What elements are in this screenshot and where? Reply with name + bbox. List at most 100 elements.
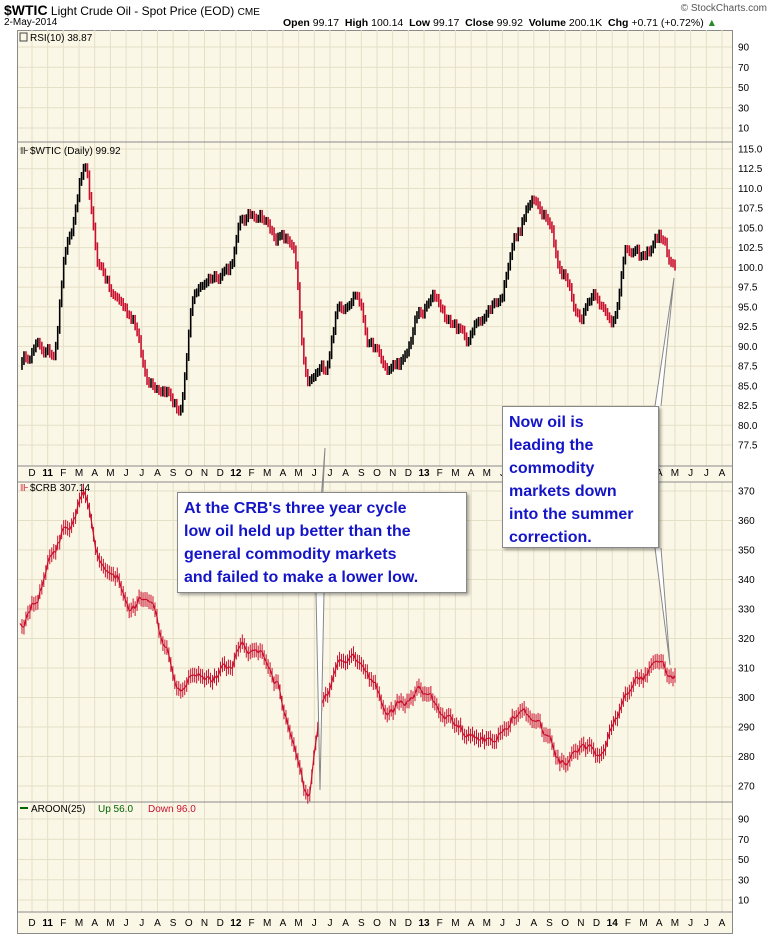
- callout-line: Now oil is: [509, 414, 584, 431]
- x-tick-label: 14: [607, 918, 619, 929]
- wtic-legend-icon: ⊪: [20, 146, 29, 157]
- x-tick-label: A: [280, 468, 287, 479]
- x-tick-label: D: [405, 468, 412, 479]
- callout-line: correction.: [509, 529, 592, 546]
- crb-tick-label: 370: [738, 487, 755, 498]
- x-tick-label: D: [405, 918, 412, 929]
- chg-label: Chg: [608, 17, 629, 29]
- x-tick-label: J: [688, 468, 693, 479]
- low-value: 99.17: [433, 17, 460, 29]
- aroon-tick-label: 50: [738, 855, 750, 866]
- x-tick-label: A: [468, 918, 475, 929]
- x-tick-label: J: [516, 918, 521, 929]
- x-tick-label: S: [170, 468, 177, 479]
- x-tick-label: F: [625, 918, 631, 929]
- x-tick-label: J: [327, 918, 332, 929]
- x-tick-label: M: [106, 918, 114, 929]
- ohlc-readout: Open 99.17 High 100.14 Low 99.17 Close 9…: [283, 17, 717, 29]
- rsi-tick-label: 10: [738, 124, 750, 135]
- high-label: High: [344, 17, 369, 29]
- x-tick-label: A: [154, 918, 161, 929]
- rsi-panel-label: RSI(10) 38.87: [19, 32, 93, 44]
- x-tick-label: M: [451, 468, 459, 479]
- rsi-tick-label: 90: [738, 43, 750, 54]
- x-tick-label: F: [248, 918, 254, 929]
- x-tick-label: D: [217, 468, 224, 479]
- wtic-tick-label: 110.0: [738, 184, 763, 195]
- wtic-panel-label: ⊪ $WTIC (Daily) 99.92: [20, 146, 121, 157]
- rsi-label: RSI(10) 38.87: [30, 33, 93, 44]
- aroon-tick-label: 30: [738, 875, 750, 886]
- rsi-tick-label: 30: [738, 103, 750, 114]
- x-tick-label: D: [28, 918, 35, 929]
- crb-tick-label: 320: [738, 634, 755, 645]
- crb-tick-label: 310: [738, 664, 755, 675]
- wtic-label: $WTIC (Daily) 99.92: [30, 146, 121, 157]
- x-tick-label: O: [185, 918, 193, 929]
- crb-tick-label: 270: [738, 782, 755, 793]
- open-label: Open: [283, 17, 310, 29]
- x-tick-label: 13: [418, 468, 430, 479]
- x-tick-label: A: [342, 918, 349, 929]
- callout-line: commodity: [509, 460, 595, 477]
- crb-label: $CRB 307.14: [30, 483, 90, 494]
- x-tick-label: M: [75, 468, 83, 479]
- x-tick-label: J: [500, 918, 505, 929]
- aroon-panel-label: AROON(25) Up 56.0 Down 96.0: [20, 804, 196, 815]
- chart-header: $WTIC Light Crude Oil - Spot Price (EOD)…: [0, 0, 781, 30]
- x-tick-label: F: [437, 468, 443, 479]
- x-tick-label: F: [60, 918, 66, 929]
- x-tick-label: M: [294, 918, 302, 929]
- rsi-legend-icon: [19, 32, 28, 42]
- x-tick-label: 11: [42, 918, 53, 929]
- wtic-tick-label: 77.5: [738, 441, 758, 452]
- x-tick-label: S: [358, 918, 365, 929]
- callout-line: general commodity markets: [184, 546, 397, 563]
- x-tick-label: M: [294, 468, 302, 479]
- crb-panel-label: ⊪ $CRB 307.14: [20, 483, 90, 494]
- wtic-tick-label: 105.0: [738, 223, 763, 234]
- x-tick-label: J: [312, 918, 317, 929]
- crb-cycle-callout: At the CRB's three year cycle low oil he…: [177, 492, 467, 593]
- x-tick-label: M: [671, 918, 679, 929]
- crb-tick-label: 330: [738, 605, 755, 616]
- symbol-description: Light Crude Oil - Spot Price (EOD): [50, 4, 235, 18]
- x-tick-label: F: [248, 468, 254, 479]
- crb-tick-label: 350: [738, 546, 755, 557]
- x-tick-label: J: [704, 918, 709, 929]
- x-tick-label: J: [139, 468, 144, 479]
- wtic-tick-label: 90.0: [738, 342, 758, 353]
- x-tick-label: O: [185, 468, 193, 479]
- x-tick-label: A: [719, 918, 726, 929]
- source-credit: © StockCharts.com: [680, 3, 767, 14]
- x-tick-label: N: [577, 918, 584, 929]
- right-axis-area: [733, 30, 781, 934]
- x-tick-label: F: [60, 468, 66, 479]
- leader-to-crb-recent: [654, 547, 671, 666]
- x-tick-label: M: [483, 918, 491, 929]
- x-tick-label: A: [656, 468, 663, 479]
- x-tick-label: D: [28, 468, 35, 479]
- x-tick-label: A: [530, 918, 537, 929]
- close-label: Close: [465, 17, 494, 29]
- open-value: 99.17: [312, 17, 340, 29]
- x-tick-label: A: [719, 468, 726, 479]
- aroon-tick-label: 70: [738, 835, 750, 846]
- x-tick-label: S: [170, 918, 177, 929]
- rsi-tick-label: 70: [738, 63, 750, 74]
- wtic-price-series: [21, 163, 676, 416]
- x-tick-label: M: [75, 918, 83, 929]
- chg-value: +0.71 (+0.72%): [631, 17, 704, 29]
- chart-date: 2-May-2014: [4, 17, 58, 28]
- left-margin: [0, 30, 17, 934]
- crb-tick-label: 300: [738, 693, 755, 704]
- y-axis-ticks: 90 70 50 30 10 115.0 112.5 110.0 107.5 105.0 102.5…: [738, 43, 763, 907]
- x-tick-label: N: [201, 918, 208, 929]
- x-tick-label: J: [704, 468, 709, 479]
- x-tick-label: J: [312, 468, 317, 479]
- x-tick-label: A: [154, 468, 161, 479]
- chart-title: $WTIC Light Crude Oil - Spot Price (EOD)…: [4, 2, 260, 18]
- volume-value: 200.1K: [568, 17, 603, 29]
- wtic-tick-label: 100.0: [738, 263, 763, 274]
